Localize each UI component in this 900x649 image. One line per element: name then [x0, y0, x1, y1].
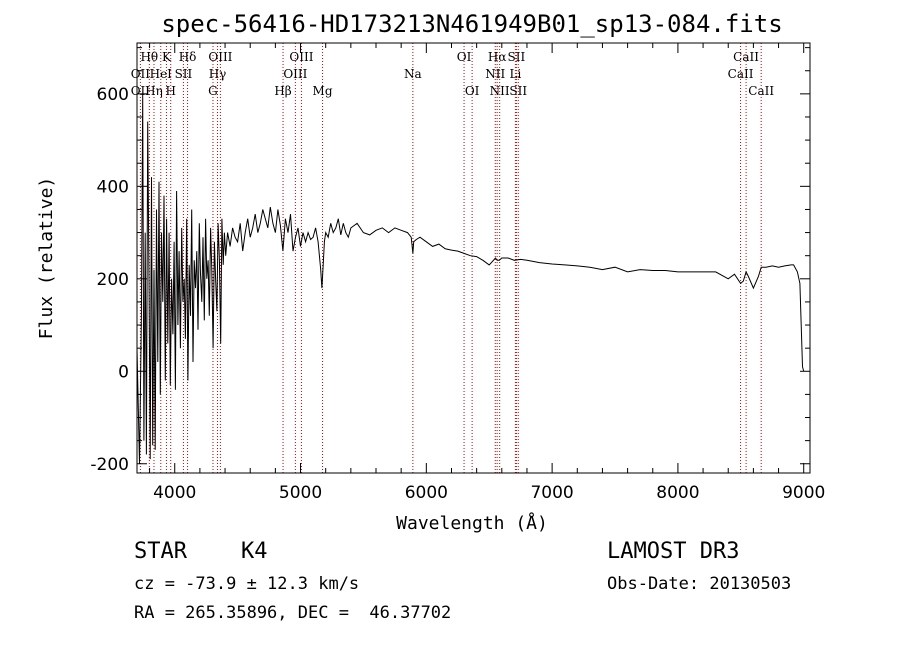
y-tick-label: 400 [97, 177, 129, 197]
spectral-line-label: Mg [313, 84, 333, 98]
x-tick-label: 7000 [530, 483, 573, 503]
y-tick-label: -200 [90, 455, 129, 475]
redshift-cz: cz = -73.9 ± 12.3 km/s [134, 574, 360, 594]
spectral-line-label: OIII [283, 67, 307, 81]
spectral-line-label: Hθ [140, 50, 158, 64]
spectral-line-label: OII [131, 84, 151, 98]
spectral-line-label: Na [404, 67, 422, 81]
spectral-line-label: CaII [748, 84, 774, 98]
x-axis-label: Wavelength (Å) [396, 512, 548, 534]
plot-frame [136, 42, 811, 474]
spectral-line-label: Hα [488, 50, 507, 64]
y-axis-ticks: -200 0 200 400 600 [90, 47, 810, 475]
spectral-line-label: K [162, 50, 172, 64]
spectral-line-label: OIII [208, 50, 232, 64]
spectral-line-label: Li [509, 67, 521, 81]
object-class: STAR [134, 539, 187, 564]
survey-name: LAMOST DR3 [607, 539, 740, 564]
x-tick-label: 4000 [153, 483, 196, 503]
y-tick-label: 0 [118, 362, 129, 382]
spectral-line-label: CaII [728, 67, 754, 81]
spectral-line-label: Hγ [209, 67, 227, 81]
spectral-line-label: SII [508, 50, 526, 64]
spectral-line-label: HeI [150, 67, 173, 81]
spectral-line-label: Hδ [179, 50, 197, 64]
spectral-line-label: OI [457, 50, 472, 64]
chart-title: spec-56416-HD173213N461949B01_sp13-084.f… [161, 10, 782, 38]
y-axis-label: Flux (relative) [36, 177, 57, 340]
spectral-line-markers [139, 43, 762, 473]
spectrum-series-line [136, 93, 805, 464]
y-tick-label: 200 [97, 270, 129, 290]
spectral-line-label: NII [485, 67, 505, 81]
spectral-line-label: SII [175, 67, 193, 81]
ra-dec-coordinates: RA = 265.35896, DEC = 46.37702 [134, 603, 452, 623]
spectral-line-labels: HθOIIOIIHηHeIKHSIIHδGHγOIIIHβOIIIOIIIMgN… [131, 50, 775, 98]
spectral-line-label: OII [131, 67, 151, 81]
spectral-line-label: OIII [289, 50, 313, 64]
spectral-line-label: Hβ [274, 84, 291, 98]
spectral-line-label: NII [490, 84, 510, 98]
x-tick-label: 9000 [782, 483, 825, 503]
spectral-line-label: G [208, 84, 218, 98]
object-subclass: K4 [241, 539, 268, 564]
spectral-line-label: SII [509, 84, 527, 98]
x-tick-label: 5000 [279, 483, 322, 503]
x-tick-label: 8000 [656, 483, 699, 503]
spectral-line-label: Hη [145, 84, 163, 98]
y-tick-label: 600 [97, 85, 129, 105]
spectral-line-label: H [165, 84, 175, 98]
observation-date: Obs-Date: 20130503 [607, 574, 792, 594]
spectral-line-label: CaII [733, 50, 759, 64]
x-tick-label: 6000 [405, 483, 448, 503]
x-axis-ticks: 4000 5000 6000 7000 8000 9000 [149, 43, 825, 503]
spectral-line-label: OI [465, 84, 480, 98]
